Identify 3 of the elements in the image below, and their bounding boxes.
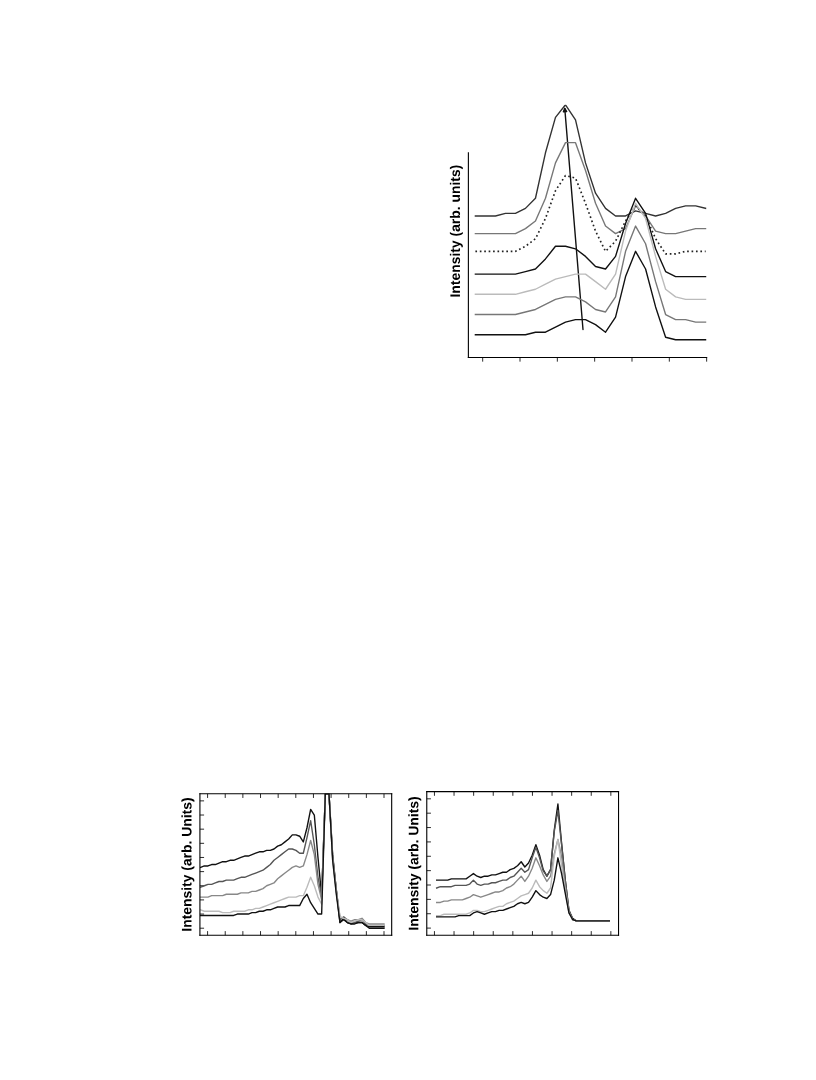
y-axis-title: Intensity (arb. units) [449, 165, 463, 297]
y-axis-title: Intensity (arb. Units) [181, 798, 195, 931]
y-axis-title: Intensity (arb. Units) [408, 797, 422, 930]
